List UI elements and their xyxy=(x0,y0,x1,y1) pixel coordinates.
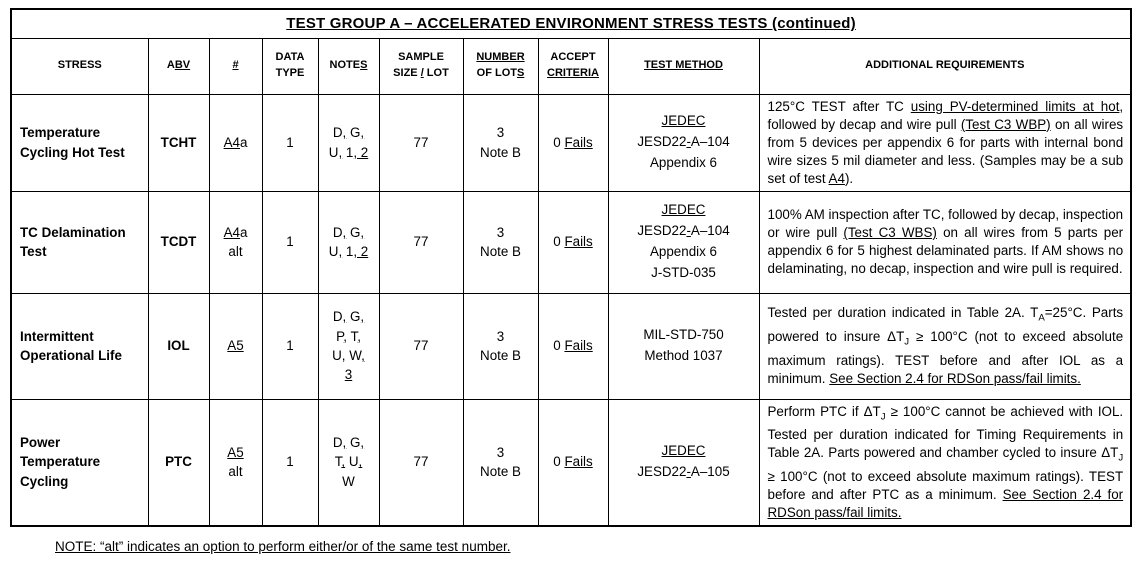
cell-abv: IOL xyxy=(147,292,210,400)
cell-number-of-lots: 3 Note B xyxy=(462,190,539,294)
cell-notes: D, G, P, T, U, W, 3 xyxy=(317,292,380,400)
test-group-a-table: TEST GROUP A – ACCELERATED ENVIRONMENT S… xyxy=(10,8,1133,527)
cell-sample-size: 77 xyxy=(378,190,464,294)
cell-additional-requirements: Perform PTC if ΔTJ ≥ 100°C cannot be ach… xyxy=(758,398,1132,527)
col-header-additional-requirements: ADDITIONAL REQUIREMENTS xyxy=(758,37,1132,95)
cell-notes: D, G, T, U, W xyxy=(317,398,380,527)
cell-abv: TCHT xyxy=(147,93,210,192)
cell-notes: D, G, U, 1, 2 xyxy=(317,93,380,192)
cell-test-number: A4a alt xyxy=(208,190,263,294)
cell-stress: Intermittent Operational Life xyxy=(10,292,149,400)
col-header-data-type: DATA TYPE xyxy=(261,37,319,95)
cell-data-type: 1 xyxy=(261,292,319,400)
cell-stress: Power Temperature Cycling xyxy=(10,398,149,527)
col-header-number-of-lots: NUMBER OF LOTS xyxy=(462,37,539,95)
cell-accept-criteria: 0 Fails xyxy=(537,190,609,294)
cell-additional-requirements: 125°C TEST after TC using PV-determined … xyxy=(758,93,1132,192)
cell-notes: D, G, U, 1, 2 xyxy=(317,190,380,294)
col-header-stress: STRESS xyxy=(10,37,149,95)
cell-number-of-lots: 3 Note B xyxy=(462,398,539,527)
col-header-test-method: TEST METHOD xyxy=(607,37,760,95)
cell-test-number: A4a xyxy=(208,93,263,192)
table-row-tcdt: TC Delamination Test TCDT A4a alt 1 D, G,… xyxy=(10,190,1132,294)
cell-data-type: 1 xyxy=(261,190,319,294)
table-title: TEST GROUP A – ACCELERATED ENVIRONMENT S… xyxy=(10,8,1132,39)
cell-stress: TC Delamination Test xyxy=(10,190,149,294)
cell-accept-criteria: 0 Fails xyxy=(537,398,609,527)
cell-test-method: MIL-STD-750 Method 1037 xyxy=(607,292,760,400)
cell-number-of-lots: 3 Note B xyxy=(462,93,539,192)
table-title-row: TEST GROUP A – ACCELERATED ENVIRONMENT S… xyxy=(10,8,1132,39)
col-header-abv: ABV xyxy=(147,37,210,95)
cell-test-method: JEDEC JESD22-A–105 xyxy=(607,398,760,527)
col-header-notes: NOTES xyxy=(317,37,380,95)
cell-accept-criteria: 0 Fails xyxy=(537,93,609,192)
cell-additional-requirements: Tested per duration indicated in Table 2… xyxy=(758,292,1132,400)
table-row-tcht: Temperature Cycling Hot Test TCHT A4a 1 … xyxy=(10,93,1132,192)
cell-abv: TCDT xyxy=(147,190,210,294)
cell-sample-size: 77 xyxy=(378,398,464,527)
cell-number-of-lots: 3 Note B xyxy=(462,292,539,400)
table-header-row: STRESS ABV # DATA TYPE NOTES SAMPLE SIZE /… xyxy=(10,37,1132,95)
cell-accept-criteria: 0 Fails xyxy=(537,292,609,400)
col-header-number: # xyxy=(208,37,263,95)
table-row-ptc: Power Temperature Cycling PTC A5 alt 1 D,… xyxy=(10,398,1132,527)
cell-data-type: 1 xyxy=(261,398,319,527)
table-row-iol: Intermittent Operational Life IOL A5 1 D… xyxy=(10,292,1132,400)
footnote: NOTE: “alt” indicates an option to perfo… xyxy=(55,539,511,554)
cell-test-number: A5 xyxy=(208,292,263,400)
col-header-sample-size: SAMPLE SIZE / LOT xyxy=(378,37,464,95)
col-header-accept-criteria: ACCEPT CRITERIA xyxy=(537,37,609,95)
cell-additional-requirements: 100% AM inspection after TC, followed by… xyxy=(758,190,1132,294)
cell-test-method: JEDEC JESD22-A–104 Appendix 6 J-STD-035 xyxy=(607,190,760,294)
cell-sample-size: 77 xyxy=(378,292,464,400)
cell-test-method: JEDEC JESD22-A–104 Appendix 6 xyxy=(607,93,760,192)
cell-sample-size: 77 xyxy=(378,93,464,192)
cell-data-type: 1 xyxy=(261,93,319,192)
cell-abv: PTC xyxy=(147,398,210,527)
cell-stress: Temperature Cycling Hot Test xyxy=(10,93,149,192)
cell-test-number: A5 alt xyxy=(208,398,263,527)
